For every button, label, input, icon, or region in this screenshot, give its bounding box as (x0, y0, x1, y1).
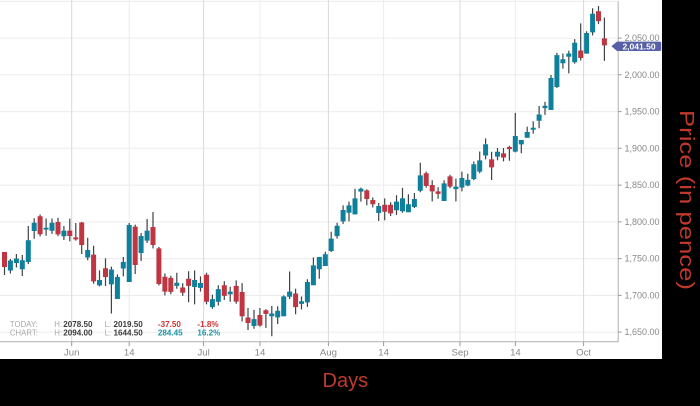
svg-text:L:: L: (105, 320, 112, 329)
svg-text:Jun: Jun (64, 348, 79, 359)
svg-text:H:: H: (54, 320, 62, 329)
svg-text:2078.50: 2078.50 (63, 320, 93, 329)
svg-text:Jul: Jul (197, 348, 209, 359)
svg-text:14: 14 (510, 348, 521, 359)
svg-text:Sep: Sep (451, 348, 468, 359)
svg-text:1,750.00: 1,750.00 (625, 254, 660, 264)
svg-text:1,700.00: 1,700.00 (625, 291, 660, 301)
svg-text:1,900.00: 1,900.00 (625, 143, 660, 153)
svg-text:L:: L: (105, 328, 112, 337)
svg-text:Price (in pence): Price (in pence) (675, 110, 697, 290)
svg-text:284.45: 284.45 (158, 328, 183, 337)
svg-text:1644.50: 1644.50 (114, 328, 144, 337)
svg-text:CHART:: CHART: (10, 328, 38, 337)
svg-text:1,650.00: 1,650.00 (625, 327, 660, 337)
svg-text:2,041.50: 2,041.50 (622, 42, 655, 52)
svg-text:Oct: Oct (576, 348, 591, 359)
svg-text:TODAY:: TODAY: (10, 320, 38, 329)
svg-text:14: 14 (124, 348, 135, 359)
svg-text:2,050.00: 2,050.00 (625, 33, 660, 43)
svg-text:2,000.00: 2,000.00 (625, 70, 660, 80)
svg-text:2019.50: 2019.50 (114, 320, 144, 329)
svg-text:H:: H: (54, 328, 62, 337)
svg-text:-1.8%: -1.8% (197, 320, 218, 329)
svg-text:-37.50: -37.50 (158, 320, 181, 329)
svg-text:1,950.00: 1,950.00 (625, 107, 660, 117)
svg-text:14: 14 (255, 348, 266, 359)
svg-text:1,800.00: 1,800.00 (625, 217, 660, 227)
svg-text:14: 14 (378, 348, 389, 359)
svg-text:2094.00: 2094.00 (63, 328, 93, 337)
svg-text:Aug: Aug (320, 348, 337, 359)
svg-text:1,850.00: 1,850.00 (625, 180, 660, 190)
svg-text:16.2%: 16.2% (197, 328, 220, 337)
svg-text:Days: Days (323, 370, 369, 392)
